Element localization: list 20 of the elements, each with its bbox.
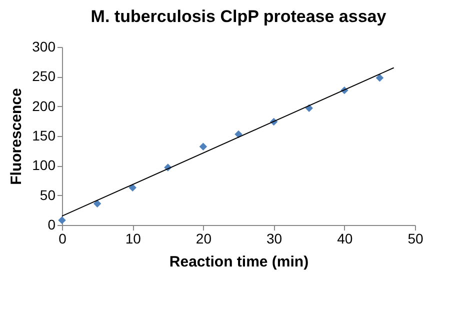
x-tick-label: 10 (125, 230, 142, 246)
chart-title: M. tuberculosis ClpP protease assay (90, 7, 387, 26)
y-tick-label: 0 (48, 216, 56, 232)
x-tick-label: 40 (337, 230, 353, 246)
point (93, 200, 102, 208)
y-tick-label: 300 (32, 38, 56, 54)
x-tick-label: 30 (266, 230, 282, 246)
y-tick-label: 200 (32, 98, 56, 114)
y-tick-label: 150 (32, 128, 56, 144)
point (376, 74, 384, 82)
point (199, 142, 208, 151)
y-axis-title: Fluorescence (8, 88, 26, 185)
x-tick-label: 20 (196, 230, 212, 246)
y-tick-label: 50 (40, 186, 56, 203)
y-tick-label: 250 (32, 68, 56, 84)
x-axis-title: Reaction time (min) (169, 254, 309, 270)
y-tick-label: 100 (32, 157, 56, 174)
x-tick-label: 50 (408, 230, 424, 246)
x-tick-label: 0 (58, 230, 67, 246)
point (234, 130, 242, 138)
